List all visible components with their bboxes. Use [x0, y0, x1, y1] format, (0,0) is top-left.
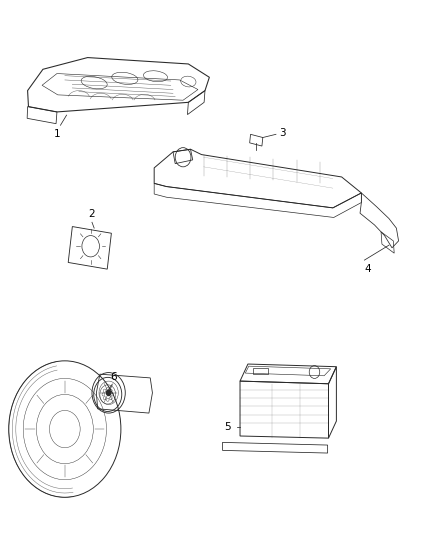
Text: 4: 4	[364, 264, 371, 274]
Text: 1: 1	[53, 129, 60, 139]
Text: 2: 2	[88, 208, 95, 219]
Text: 5: 5	[225, 423, 231, 432]
Bar	[253, 368, 268, 374]
Text: 6: 6	[110, 372, 117, 382]
Circle shape	[106, 390, 111, 395]
Text: 3: 3	[279, 128, 286, 138]
